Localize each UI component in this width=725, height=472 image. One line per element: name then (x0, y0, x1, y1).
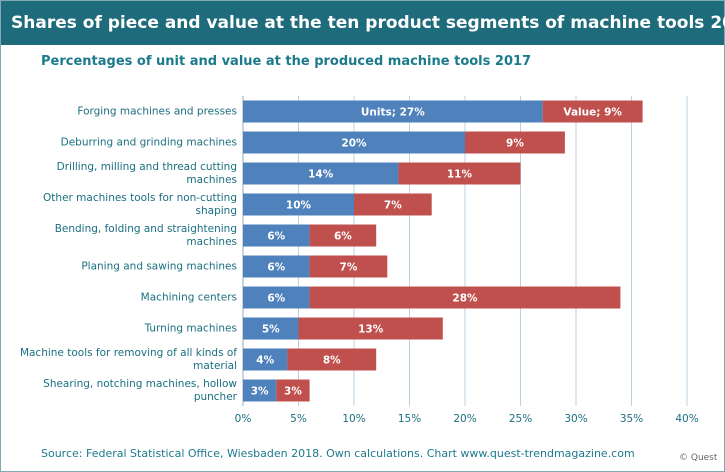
bar-segment (287, 348, 377, 371)
bar-segment (542, 100, 643, 123)
x-tick-label: 10% (342, 413, 365, 425)
x-tick-label: 30% (564, 413, 587, 425)
bar-segment (243, 317, 299, 340)
x-tick-label: 35% (620, 413, 643, 425)
data-label: Units; 27% (361, 107, 425, 119)
data-label: 14% (308, 169, 334, 181)
x-tick-label: 15% (398, 413, 421, 425)
chart-title: Shares of piece and value at the ten pro… (1, 1, 725, 45)
bar-segment (354, 193, 432, 216)
y-tick-label: Turning machines (144, 322, 237, 334)
data-label: 7% (384, 200, 402, 212)
bar-segment (243, 224, 310, 247)
data-label: 8% (323, 355, 341, 367)
bar-segment (243, 286, 310, 309)
bar-segment (309, 255, 388, 278)
bar-segment (243, 379, 277, 402)
y-tick-label: Machine tools for removing of all kinds … (19, 346, 237, 372)
x-tick-label: 0% (235, 413, 252, 425)
data-label: Value; 9% (563, 107, 622, 119)
chart-subtitle: Percentages of unit and value at the pro… (41, 54, 532, 69)
data-label: 13% (358, 324, 384, 336)
data-label: 28% (452, 293, 478, 305)
data-label: 6% (334, 231, 352, 243)
data-label: 9% (506, 138, 524, 150)
bar-segment (398, 162, 521, 185)
bar-segment (276, 379, 310, 402)
data-label: 20% (341, 138, 367, 150)
bar-segment (243, 162, 399, 185)
copyright: © Quest (679, 453, 718, 463)
data-label: 3% (284, 386, 302, 398)
y-tick-label: Forging machines and presses (77, 105, 237, 117)
bar-segment (243, 348, 288, 371)
data-label: 11% (447, 169, 473, 181)
bar-segment (298, 317, 443, 340)
bar-segment (309, 286, 621, 309)
y-tick-label: Other machines tools for non-cutting sha… (43, 191, 237, 217)
source-note: Source: Federal Statistical Office, Wies… (41, 447, 635, 460)
y-tick-label: Bending, folding and straightening machi… (54, 222, 237, 248)
bar-segment (309, 224, 377, 247)
x-tick-label: 25% (509, 413, 532, 425)
bar-segment (243, 100, 543, 123)
x-tick-label: 5% (290, 413, 307, 425)
bar-segment (243, 193, 354, 216)
data-label: 7% (340, 262, 358, 274)
y-tick-label: Shearing, notching machines, hollow punc… (43, 377, 237, 403)
y-tick-label: Drilling, milling and thread cutting mac… (56, 160, 237, 186)
bar-segment (465, 131, 565, 154)
bar-segment (243, 131, 465, 154)
data-label: 3% (251, 386, 269, 398)
data-label: 6% (267, 293, 285, 305)
data-label: 5% (262, 324, 280, 336)
bar-segment (243, 255, 310, 278)
data-label: 6% (267, 262, 285, 274)
y-tick-label: Machining centers (140, 291, 237, 303)
y-tick-label: Planing and sawing machines (81, 260, 237, 272)
x-tick-label: 40% (675, 413, 698, 425)
data-label: 10% (286, 200, 312, 212)
data-label: 6% (267, 231, 285, 243)
y-tick-label: Deburring and grinding machines (60, 136, 237, 148)
x-tick-label: 20% (453, 413, 476, 425)
data-label: 4% (256, 355, 274, 367)
